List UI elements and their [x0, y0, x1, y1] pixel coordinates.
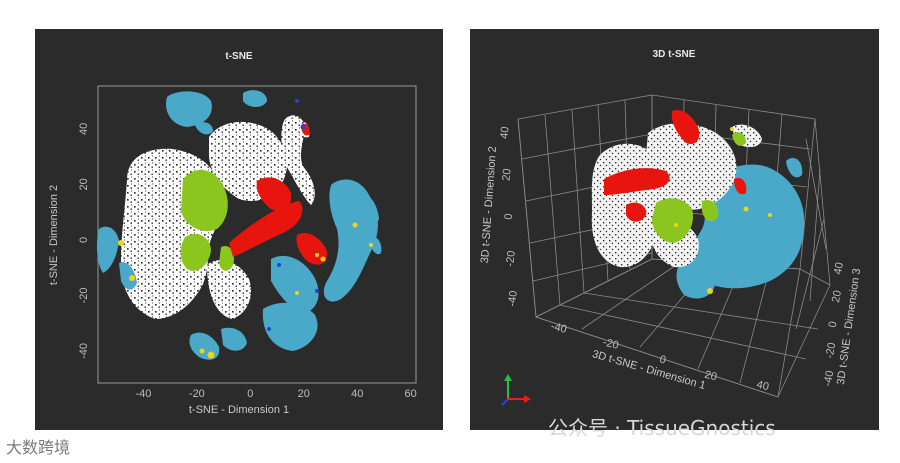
cluster-green-3d	[652, 132, 746, 243]
x-axis-label: 3D t-SNE - Dimension 1	[591, 348, 707, 392]
cluster-light-blue	[96, 90, 382, 360]
z-tick-label: 0	[827, 320, 840, 328]
axes-gizmo-icon	[501, 374, 531, 406]
cluster-green	[180, 169, 235, 271]
y-tick-label: 20	[78, 178, 90, 190]
x-tick-label: -40	[550, 320, 568, 335]
y-axis-ticks: 40 20 0 -20 -40	[498, 126, 519, 307]
z-axis-label: 3D t-SNE - Dimension 3	[835, 268, 863, 386]
z-tick-label: 40	[832, 261, 846, 275]
chart-title: 3D t-SNE	[653, 49, 696, 60]
x-tick-label: 0	[658, 354, 667, 367]
y-axis-label: 3D t-SNE - Dimension 2	[479, 146, 499, 264]
x-tick-label: -40	[135, 388, 151, 400]
y-tick-label: 0	[503, 213, 516, 220]
z-tick-label: -20	[824, 342, 839, 360]
cluster-red-3d	[604, 109, 747, 222]
tsne-2d-chart: t-SNE	[48, 51, 417, 416]
cluster-red	[229, 123, 328, 265]
watermark-left: 大数跨境	[6, 438, 71, 457]
y-tick-label: 20	[500, 168, 513, 181]
y-tick-label: -20	[78, 287, 90, 303]
cluster-yellow-3d	[674, 127, 772, 294]
x-tick-label: 40	[755, 379, 770, 394]
y-tick-label: -20	[504, 250, 518, 267]
cluster-blue	[267, 99, 319, 331]
chart-title: t-SNE	[225, 51, 253, 62]
tsne-3d-chart: 3D t-SNE	[479, 49, 863, 406]
x-axis-ticks: -40 -20 0 20 40 60	[135, 388, 416, 400]
y-tick-label: 40	[78, 123, 90, 135]
cluster-yellow	[118, 222, 373, 359]
x-tick-label: 60	[405, 388, 417, 400]
z-axis-ticks: 40 20 0 -20 -40	[822, 261, 846, 387]
tsne-3d-panel: 3D t-SNE	[470, 29, 879, 430]
watermark-right: 公众号 · TissueGnostics	[548, 416, 776, 440]
z-tick-label: 20	[830, 289, 844, 303]
y-tick-label: -40	[78, 343, 90, 359]
y-axis-ticks: 40 20 0 -20 -40	[78, 123, 90, 359]
x-axis-ticks: -40 -20 0 20 40	[550, 320, 771, 393]
y-tick-label: 0	[78, 237, 90, 243]
x-tick-label: -20	[602, 336, 620, 351]
x-tick-label: 0	[247, 388, 253, 400]
z-tick-label: -40	[822, 370, 837, 388]
y-tick-label: -40	[506, 290, 520, 307]
tsne-2d-panel: t-SNE	[35, 29, 443, 430]
x-tick-label: -20	[189, 388, 205, 400]
x-tick-label: 40	[351, 388, 363, 400]
x-tick-label: 20	[703, 369, 718, 384]
y-tick-label: 40	[498, 126, 511, 139]
x-tick-label: 20	[298, 388, 310, 400]
y-axis-label: t-SNE - Dimension 2	[48, 185, 60, 285]
x-axis-label: t-SNE - Dimension 1	[189, 404, 289, 416]
